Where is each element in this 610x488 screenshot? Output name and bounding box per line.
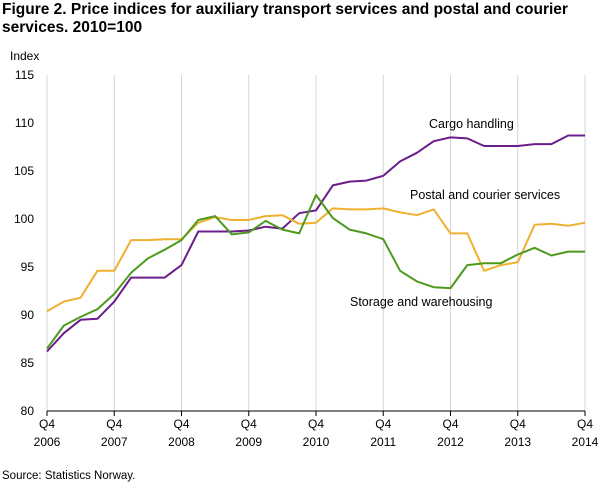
- x-tick-label-year: 2009: [235, 435, 262, 449]
- x-tick-label-year: 2012: [437, 435, 464, 449]
- grid-lines: [46, 75, 586, 411]
- x-tick-label-quarter: Q4: [510, 417, 526, 431]
- y-tick-label: 95: [21, 260, 35, 274]
- x-tick-label-quarter: Q4: [375, 417, 391, 431]
- x-tick-label-quarter: Q4: [39, 417, 55, 431]
- x-tick-label-quarter: Q4: [173, 417, 189, 431]
- series-line-storage-and-warehousing: [46, 194, 585, 350]
- source-note: Source: Statistics Norway.: [2, 470, 136, 482]
- y-tick-label: 90: [21, 308, 35, 322]
- x-tick-label-year: 2013: [504, 435, 531, 449]
- x-tick-label-year: 2010: [303, 435, 330, 449]
- y-tick-label: 85: [21, 356, 35, 370]
- annotation-postal-courier: Postal and courier services: [410, 188, 560, 202]
- x-tick-label-quarter: Q4: [241, 417, 257, 431]
- series-line-cargo-handling: [46, 134, 585, 353]
- y-tick-label: 100: [14, 212, 34, 226]
- x-tick-label-year: 2008: [168, 435, 195, 449]
- y-tick-label: 105: [14, 164, 34, 178]
- x-tick-label-quarter: Q4: [577, 417, 593, 431]
- annotation-storage-warehousing: Storage and warehousing: [350, 295, 493, 309]
- y-tick-label: 115: [15, 68, 34, 82]
- x-tick-label-year: 2014: [572, 435, 599, 449]
- y-axis-label: Index: [10, 49, 39, 63]
- x-tick-label-year: 2006: [34, 435, 61, 449]
- y-tick-label: 110: [15, 116, 34, 130]
- annotation-cargo-handling: Cargo handling: [429, 117, 514, 131]
- x-tick-label-year: 2007: [101, 435, 128, 449]
- y-axis-ticks: 80 85 90 95 100 105 110 115: [14, 68, 34, 418]
- x-tick-label-quarter: Q4: [106, 417, 122, 431]
- x-tick-label-year: 2011: [370, 435, 396, 449]
- series-line-postal-and-courier-services: [46, 207, 586, 313]
- y-tick-label: 80: [21, 404, 35, 418]
- chart-title: Figure 2. Price indices for auxiliary tr…: [2, 1, 568, 36]
- x-axis-ticks: Q4 2006 Q4 2007 Q4 2008 Q4 2009 Q4 2010 Q4 2011 Q4 20…: [34, 411, 599, 449]
- x-tick-label-quarter: Q4: [308, 417, 324, 431]
- x-tick-label-quarter: Q4: [442, 417, 458, 431]
- series-lines: [46, 134, 586, 353]
